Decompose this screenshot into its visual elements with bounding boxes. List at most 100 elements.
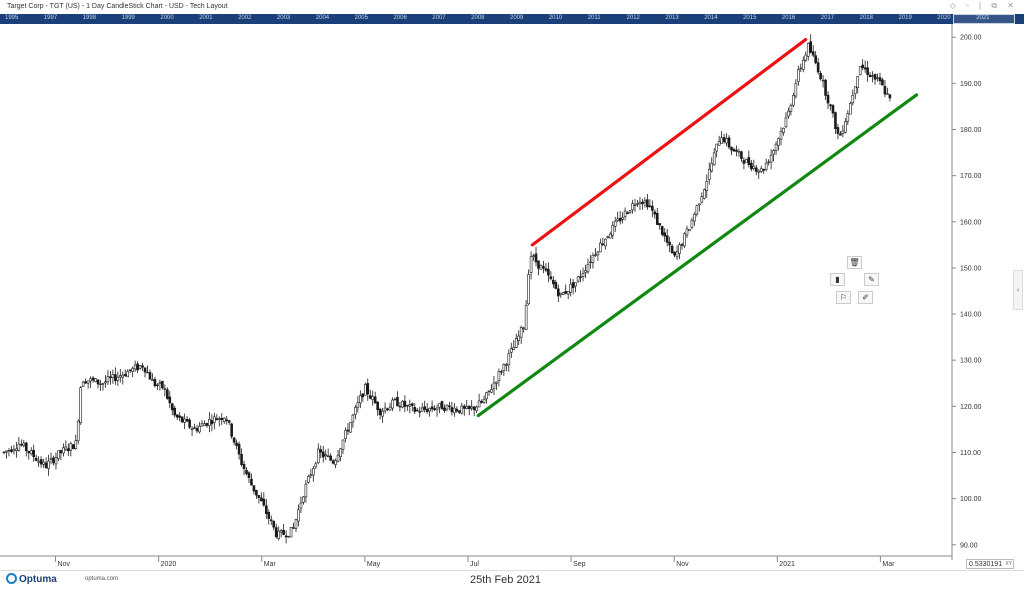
candle-body: [378, 408, 382, 416]
candle-body: [502, 363, 506, 371]
candle-body: [279, 530, 283, 533]
candle-body: [448, 405, 451, 407]
year-label[interactable]: 1999: [121, 15, 135, 21]
candle-body: [267, 512, 271, 519]
year-window[interactable]: [952, 14, 1015, 24]
candle-body: [168, 396, 172, 404]
year-label[interactable]: 2021: [976, 15, 990, 21]
candle-body: [745, 158, 748, 163]
candle-body: [878, 77, 882, 82]
readout-value: 0.5330191: [969, 561, 1003, 568]
candle-body: [84, 381, 87, 384]
lower-support-trendline: [476, 93, 919, 418]
candle-body: [104, 381, 107, 384]
candle-body: [794, 83, 798, 97]
candle-body: [732, 149, 736, 152]
x-tick-label: May: [367, 561, 381, 568]
candle-body: [44, 462, 48, 469]
year-label[interactable]: 2009: [510, 15, 524, 21]
year-label[interactable]: 2005: [354, 15, 368, 21]
candle-body: [302, 496, 305, 503]
candle-body: [208, 418, 211, 427]
chart-title: Target Corp - TGT (US) - 1 Day CandleSti…: [7, 3, 228, 10]
year-label[interactable]: 2002: [238, 15, 252, 21]
candle-body: [769, 154, 773, 163]
edit-pencil-icon[interactable]: ✎: [864, 273, 879, 286]
candle-body: [153, 379, 157, 387]
candle-body: [658, 223, 662, 226]
walk-icon[interactable]: ⚐: [836, 291, 851, 304]
candle-body: [195, 428, 199, 432]
candle-body: [544, 268, 548, 271]
candle-body: [22, 442, 26, 447]
site-link[interactable]: optuma.com: [85, 576, 119, 582]
candle-body: [618, 217, 622, 222]
candle-body: [747, 157, 751, 165]
year-label[interactable]: 1995: [5, 15, 19, 21]
year-label[interactable]: 2001: [199, 15, 213, 21]
candle-body: [722, 137, 726, 143]
candle-body: [54, 457, 58, 465]
candle-body: [20, 444, 23, 446]
window-controls-icon[interactable]: ◇ ▫ | ⧉ ✕: [949, 1, 1018, 10]
candle-body: [707, 168, 711, 180]
year-label[interactable]: 2020: [937, 15, 951, 21]
candle-body: [175, 414, 179, 418]
candle-body: [853, 86, 857, 95]
year-label[interactable]: 2016: [781, 15, 796, 21]
year-label[interactable]: 2018: [859, 15, 873, 21]
year-label[interactable]: 2004: [315, 15, 330, 21]
candle-body: [126, 371, 130, 378]
candle-body: [485, 392, 488, 400]
candle-body: [821, 79, 825, 82]
candle-body: [596, 251, 600, 256]
year-label[interactable]: 2013: [665, 15, 679, 21]
year-label[interactable]: 2008: [471, 15, 485, 21]
year-label[interactable]: 2010: [548, 15, 563, 21]
year-label[interactable]: 2012: [626, 15, 640, 21]
year-label[interactable]: 2003: [276, 15, 291, 21]
candle-body: [465, 406, 469, 409]
candle-body: [688, 229, 691, 232]
candle-body: [67, 448, 70, 452]
candle-body: [116, 376, 120, 381]
readout-tag: XY: [1005, 561, 1012, 567]
candle-body: [547, 268, 550, 276]
candle-body: [735, 149, 738, 152]
candle-body: [188, 419, 191, 428]
candle-body: [710, 163, 714, 172]
year-label[interactable]: 2017: [820, 15, 835, 21]
candle-body: [591, 254, 595, 263]
candle-body: [247, 472, 251, 478]
candle-body: [663, 232, 667, 237]
year-label[interactable]: 2007: [432, 15, 446, 21]
candle-body: [314, 463, 318, 468]
candle-body: [517, 335, 521, 341]
candle-body: [443, 407, 446, 412]
year-label[interactable]: 1998: [82, 15, 97, 21]
candle-body: [626, 212, 629, 215]
candle-body: [148, 372, 152, 380]
candle-body: [418, 411, 422, 413]
delete-icon[interactable]: 🗑: [847, 256, 862, 269]
year-label[interactable]: 2015: [743, 15, 757, 21]
candle-body: [433, 408, 436, 411]
bar-chart-icon[interactable]: ▮: [830, 273, 845, 286]
candle-body: [94, 378, 97, 383]
logo-text: Optuma: [19, 574, 57, 585]
brush-icon[interactable]: ✐: [858, 291, 873, 304]
candle-body: [841, 130, 845, 134]
year-label[interactable]: 1997: [43, 15, 58, 21]
candle-body: [205, 423, 209, 426]
year-navigator[interactable]: 1995 1997 1998 1999 2000 2001 2002 2003 2004 2005…: [0, 14, 1024, 24]
year-label[interactable]: 2019: [898, 15, 912, 21]
side-panel-toggle[interactable]: ‹: [1013, 270, 1023, 310]
year-label[interactable]: 2006: [393, 15, 407, 21]
year-label[interactable]: 2011: [587, 15, 601, 21]
candle-body: [49, 457, 53, 460]
year-label[interactable]: 2000: [160, 15, 174, 21]
candle-body: [742, 160, 746, 164]
price-chart[interactable]: 90.00 100.00 110.00 120.00 130.00 140.00 150.0…: [0, 24, 1024, 570]
candle-body: [257, 495, 261, 498]
year-label[interactable]: 2014: [704, 15, 718, 21]
